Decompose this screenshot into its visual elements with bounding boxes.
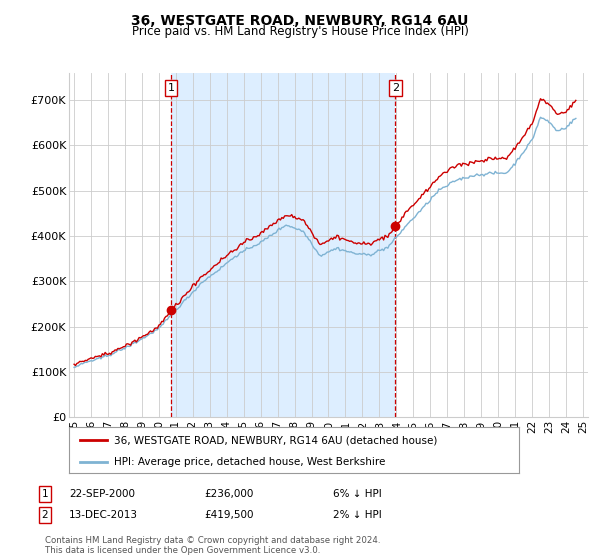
Text: 2% ↓ HPI: 2% ↓ HPI xyxy=(333,510,382,520)
Text: Contains HM Land Registry data © Crown copyright and database right 2024.
This d: Contains HM Land Registry data © Crown c… xyxy=(45,536,380,556)
Text: 36, WESTGATE ROAD, NEWBURY, RG14 6AU: 36, WESTGATE ROAD, NEWBURY, RG14 6AU xyxy=(131,14,469,28)
Text: 13-DEC-2013: 13-DEC-2013 xyxy=(69,510,138,520)
Text: Price paid vs. HM Land Registry's House Price Index (HPI): Price paid vs. HM Land Registry's House … xyxy=(131,25,469,38)
Text: 22-SEP-2000: 22-SEP-2000 xyxy=(69,489,135,499)
Text: 1: 1 xyxy=(41,489,49,499)
Text: 1: 1 xyxy=(167,83,175,93)
Text: 2: 2 xyxy=(41,510,49,520)
Text: £236,000: £236,000 xyxy=(204,489,253,499)
Text: HPI: Average price, detached house, West Berkshire: HPI: Average price, detached house, West… xyxy=(114,457,385,466)
Text: 2: 2 xyxy=(392,83,399,93)
Text: £419,500: £419,500 xyxy=(204,510,254,520)
Bar xyxy=(171,73,395,417)
Text: 36, WESTGATE ROAD, NEWBURY, RG14 6AU (detached house): 36, WESTGATE ROAD, NEWBURY, RG14 6AU (de… xyxy=(114,435,437,445)
Text: 6% ↓ HPI: 6% ↓ HPI xyxy=(333,489,382,499)
